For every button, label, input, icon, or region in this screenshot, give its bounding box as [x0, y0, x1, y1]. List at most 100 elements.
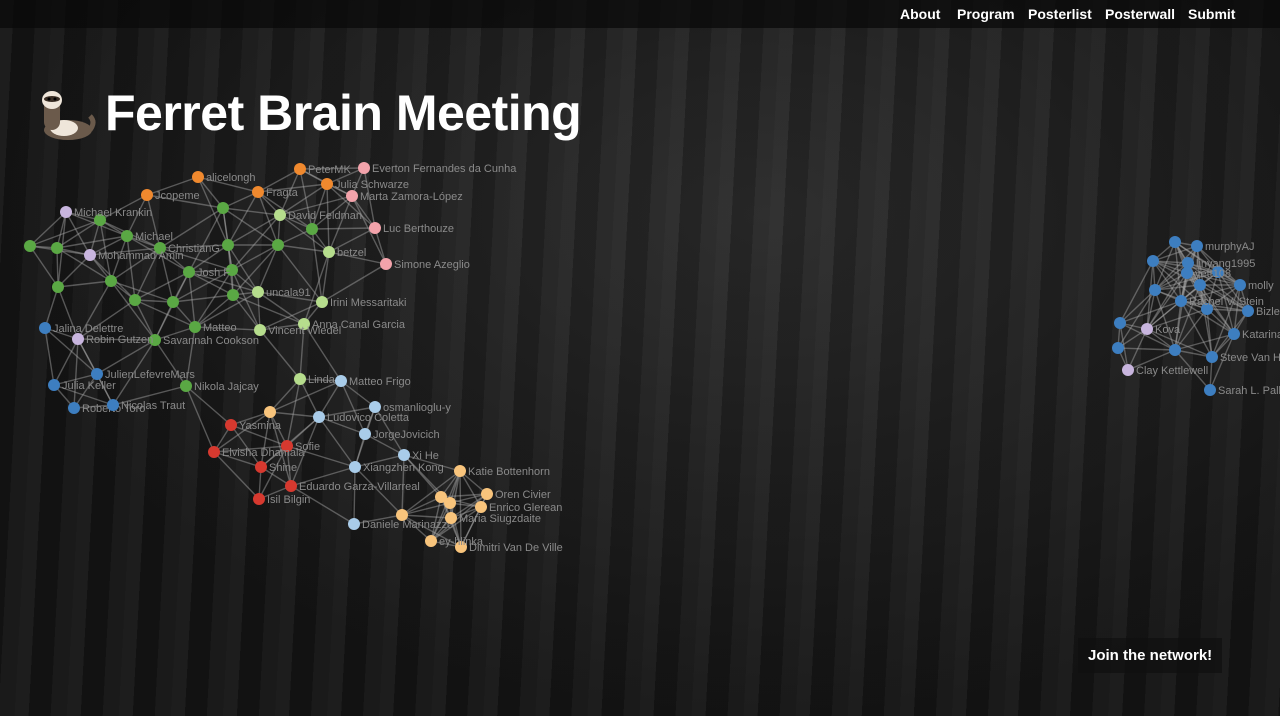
edge: [459, 470, 462, 548]
node: [274, 209, 286, 221]
edge: [299, 378, 342, 382]
edge: [227, 191, 259, 246]
edge: [460, 506, 482, 548]
node-label: murphyAJ: [1205, 241, 1255, 253]
edge: [321, 263, 387, 303]
edge: [1119, 322, 1176, 351]
edge: [259, 301, 323, 331]
node: [335, 375, 347, 387]
node: [1206, 351, 1218, 363]
nav-link[interactable]: Posterlist: [1028, 6, 1092, 22]
edge: [112, 339, 156, 406]
edge: [1154, 271, 1219, 291]
edge: [286, 378, 301, 447]
node: [475, 501, 487, 513]
edge: [230, 411, 271, 426]
node-label: Katarina: [1242, 329, 1280, 341]
node: [154, 242, 166, 254]
edge: [1154, 262, 1189, 291]
edge: [194, 294, 234, 328]
edge: [299, 323, 305, 380]
edge: [1152, 260, 1182, 302]
edge: [279, 183, 328, 216]
edge: [65, 211, 91, 256]
node: [1212, 266, 1224, 278]
edge: [159, 207, 224, 249]
edge: [197, 176, 259, 193]
join-button[interactable]: Join the network!: [1078, 638, 1223, 673]
edge: [53, 338, 79, 386]
nav-link[interactable]: Submit: [1188, 6, 1236, 22]
node: [444, 497, 456, 509]
edge: [1117, 347, 1176, 351]
edge: [1217, 271, 1235, 335]
node: [281, 440, 293, 452]
edge: [286, 445, 356, 468]
edge: [1152, 260, 1201, 286]
node-label: Elvisha Dhamala: [222, 447, 305, 459]
edge: [159, 247, 233, 271]
edge: [401, 514, 452, 519]
edge: [188, 271, 259, 293]
edge: [1186, 272, 1241, 286]
node-label: Sofie: [295, 441, 320, 453]
node: [294, 373, 306, 385]
edge: [188, 207, 224, 273]
edge: [110, 247, 161, 282]
edge: [318, 416, 366, 435]
node-label: Julia Keller: [62, 380, 116, 392]
edge: [290, 466, 356, 487]
edge: [159, 244, 229, 249]
edge: [57, 280, 112, 288]
edge: [1119, 260, 1154, 324]
node-label: Maria Siugzdaite: [459, 513, 541, 525]
node: [252, 286, 264, 298]
node: [149, 334, 161, 346]
edge: [89, 235, 128, 256]
edge: [1174, 241, 1182, 302]
edge: [1117, 289, 1156, 349]
edge: [326, 167, 365, 185]
edge: [258, 445, 288, 500]
edge: [1154, 241, 1176, 291]
edge: [430, 502, 451, 542]
node-label: Yasmina: [239, 420, 282, 432]
edge: [286, 445, 292, 487]
node-label: Eduardo Garza-Villarreal: [299, 481, 420, 493]
node-label: Savannah Cookson: [163, 335, 259, 347]
edge: [403, 454, 442, 498]
edge: [1127, 349, 1176, 371]
nav-link[interactable]: About: [900, 6, 941, 22]
edge: [1154, 245, 1198, 291]
edge: [1199, 284, 1235, 335]
node-label: Irini Messaritaki: [330, 297, 406, 309]
edge: [57, 286, 79, 340]
edge: [56, 247, 112, 282]
edge: [1174, 349, 1211, 391]
nav-link[interactable]: Posterwall: [1105, 6, 1176, 22]
edge: [77, 280, 112, 340]
edge: [279, 168, 301, 216]
node: [1234, 279, 1246, 291]
node: [1112, 342, 1124, 354]
nav-link[interactable]: Program: [957, 6, 1015, 22]
edge: [299, 167, 365, 170]
edge: [354, 454, 405, 468]
edge: [1174, 272, 1188, 351]
node: [349, 461, 361, 473]
edge: [230, 424, 288, 447]
edge: [363, 167, 376, 229]
edge: [77, 338, 156, 341]
edge: [227, 244, 259, 293]
edge: [213, 445, 288, 453]
node-label: molly: [1248, 280, 1274, 292]
edge: [1146, 300, 1182, 330]
edge: [1119, 300, 1182, 324]
node: [1169, 236, 1181, 248]
edge: [44, 327, 98, 375]
node: [255, 461, 267, 473]
edge: [44, 327, 55, 386]
edge: [351, 195, 387, 265]
